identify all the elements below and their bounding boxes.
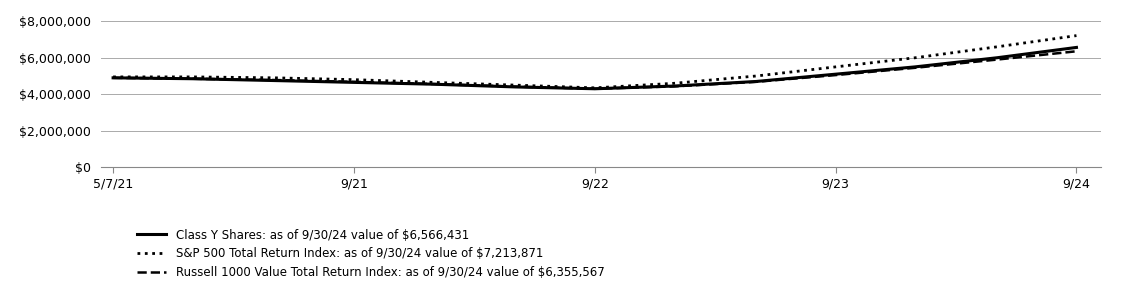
S&P 500 Total Return Index: as of 9/30/24 value of $7,213,871: (1, 4.8e+06): as of 9/30/24 value of $7,213,871: (1, 4… (347, 78, 360, 81)
Class Y Shares: as of 9/30/24 value of $6,566,431: (4, 6.57e+06): as of 9/30/24 value of $6,566,431: (4, 6… (1070, 46, 1084, 49)
Legend: Class Y Shares: as of 9/30/24 value of $6,566,431, S&P 500 Total Return Index: a: Class Y Shares: as of 9/30/24 value of $… (137, 229, 604, 279)
Class Y Shares: as of 9/30/24 value of $6,566,431: (3.67, 6e+06): as of 9/30/24 value of $6,566,431: (3.67… (990, 56, 1004, 60)
S&P 500 Total Return Index: as of 9/30/24 value of $7,213,871: (3.67, 6.6e+06): as of 9/30/24 value of $7,213,871: (3.67… (990, 45, 1004, 49)
S&P 500 Total Return Index: as of 9/30/24 value of $7,213,871: (2.67, 5e+06): as of 9/30/24 value of $7,213,871: (2.67… (749, 74, 763, 78)
Russell 1000 Value Total Return Index: as of 9/30/24 value of $6,355,567: (3, 5.05e+06): as of 9/30/24 value of $6,355,567: (3, 5… (829, 73, 842, 77)
Class Y Shares: as of 9/30/24 value of $6,566,431: (1.67, 4.4e+06): as of 9/30/24 value of $6,566,431: (1.67… (509, 85, 522, 89)
Line: Russell 1000 Value Total Return Index: as of 9/30/24 value of $6,355,567: Russell 1000 Value Total Return Index: a… (113, 51, 1077, 89)
Class Y Shares: as of 9/30/24 value of $6,566,431: (1.33, 4.55e+06): as of 9/30/24 value of $6,566,431: (1.33… (427, 82, 440, 86)
S&P 500 Total Return Index: as of 9/30/24 value of $7,213,871: (0.67, 4.9e+06): as of 9/30/24 value of $7,213,871: (0.67… (267, 76, 281, 80)
Russell 1000 Value Total Return Index: as of 9/30/24 value of $6,355,567: (2.33, 4.43e+06): as of 9/30/24 value of $6,355,567: (2.33… (667, 85, 681, 88)
Line: Class Y Shares: as of 9/30/24 value of $6,566,431: Class Y Shares: as of 9/30/24 value of $… (113, 47, 1077, 89)
Russell 1000 Value Total Return Index: as of 9/30/24 value of $6,355,567: (1.33, 4.56e+06): as of 9/30/24 value of $6,355,567: (1.33… (427, 82, 440, 86)
S&P 500 Total Return Index: as of 9/30/24 value of $7,213,871: (2, 4.35e+06): as of 9/30/24 value of $7,213,871: (2, 4… (588, 86, 602, 90)
S&P 500 Total Return Index: as of 9/30/24 value of $7,213,871: (0.33, 4.95e+06): as of 9/30/24 value of $7,213,871: (0.33… (185, 75, 199, 79)
Class Y Shares: as of 9/30/24 value of $6,566,431: (2, 4.3e+06): as of 9/30/24 value of $6,566,431: (2, 4… (588, 87, 602, 91)
Russell 1000 Value Total Return Index: as of 9/30/24 value of $6,355,567: (0.33, 4.85e+06): as of 9/30/24 value of $6,355,567: (0.33… (185, 77, 199, 81)
Class Y Shares: as of 9/30/24 value of $6,566,431: (2.67, 4.7e+06): as of 9/30/24 value of $6,566,431: (2.67… (749, 80, 763, 83)
Class Y Shares: as of 9/30/24 value of $6,566,431: (3, 5.1e+06): as of 9/30/24 value of $6,566,431: (3, 5… (829, 72, 842, 76)
Russell 1000 Value Total Return Index: as of 9/30/24 value of $6,355,567: (1.67, 4.42e+06): as of 9/30/24 value of $6,355,567: (1.67… (509, 85, 522, 88)
Class Y Shares: as of 9/30/24 value of $6,566,431: (2.33, 4.45e+06): as of 9/30/24 value of $6,566,431: (2.33… (667, 84, 681, 88)
Russell 1000 Value Total Return Index: as of 9/30/24 value of $6,355,567: (4, 6.36e+06): as of 9/30/24 value of $6,355,567: (4, 6… (1070, 50, 1084, 53)
Class Y Shares: as of 9/30/24 value of $6,566,431: (0, 4.9e+06): as of 9/30/24 value of $6,566,431: (0, 4… (107, 76, 120, 80)
Russell 1000 Value Total Return Index: as of 9/30/24 value of $6,355,567: (2.67, 4.68e+06): as of 9/30/24 value of $6,355,567: (2.67… (749, 80, 763, 84)
Russell 1000 Value Total Return Index: as of 9/30/24 value of $6,355,567: (0.67, 4.78e+06): as of 9/30/24 value of $6,355,567: (0.67… (267, 78, 281, 82)
S&P 500 Total Return Index: as of 9/30/24 value of $7,213,871: (3, 5.5e+06): as of 9/30/24 value of $7,213,871: (3, 5… (829, 65, 842, 69)
Russell 1000 Value Total Return Index: as of 9/30/24 value of $6,355,567: (1, 4.68e+06): as of 9/30/24 value of $6,355,567: (1, 4… (347, 80, 360, 84)
S&P 500 Total Return Index: as of 9/30/24 value of $7,213,871: (4, 7.21e+06): as of 9/30/24 value of $7,213,871: (4, 7… (1070, 34, 1084, 37)
Russell 1000 Value Total Return Index: as of 9/30/24 value of $6,355,567: (0, 4.9e+06): as of 9/30/24 value of $6,355,567: (0, 4… (107, 76, 120, 80)
Russell 1000 Value Total Return Index: as of 9/30/24 value of $6,355,567: (3.67, 5.9e+06): as of 9/30/24 value of $6,355,567: (3.67… (990, 58, 1004, 61)
Russell 1000 Value Total Return Index: as of 9/30/24 value of $6,355,567: (3.33, 5.45e+06): as of 9/30/24 value of $6,355,567: (3.33… (909, 66, 922, 70)
Line: S&P 500 Total Return Index: as of 9/30/24 value of $7,213,871: S&P 500 Total Return Index: as of 9/30/2… (113, 36, 1077, 88)
Russell 1000 Value Total Return Index: as of 9/30/24 value of $6,355,567: (2, 4.3e+06): as of 9/30/24 value of $6,355,567: (2, 4… (588, 87, 602, 91)
S&P 500 Total Return Index: as of 9/30/24 value of $7,213,871: (1.67, 4.5e+06): as of 9/30/24 value of $7,213,871: (1.67… (509, 83, 522, 87)
Class Y Shares: as of 9/30/24 value of $6,566,431: (3.33, 5.5e+06): as of 9/30/24 value of $6,566,431: (3.33… (909, 65, 922, 69)
S&P 500 Total Return Index: as of 9/30/24 value of $7,213,871: (0, 4.95e+06): as of 9/30/24 value of $7,213,871: (0, 4… (107, 75, 120, 79)
Class Y Shares: as of 9/30/24 value of $6,566,431: (0.67, 4.75e+06): as of 9/30/24 value of $6,566,431: (0.67… (267, 79, 281, 82)
Class Y Shares: as of 9/30/24 value of $6,566,431: (1, 4.65e+06): as of 9/30/24 value of $6,566,431: (1, 4… (347, 81, 360, 84)
S&P 500 Total Return Index: as of 9/30/24 value of $7,213,871: (3.33, 6e+06): as of 9/30/24 value of $7,213,871: (3.33… (909, 56, 922, 60)
Class Y Shares: as of 9/30/24 value of $6,566,431: (0.33, 4.85e+06): as of 9/30/24 value of $6,566,431: (0.33… (185, 77, 199, 81)
S&P 500 Total Return Index: as of 9/30/24 value of $7,213,871: (1.33, 4.65e+06): as of 9/30/24 value of $7,213,871: (1.33… (427, 81, 440, 84)
S&P 500 Total Return Index: as of 9/30/24 value of $7,213,871: (2.33, 4.6e+06): as of 9/30/24 value of $7,213,871: (2.33… (667, 81, 681, 85)
